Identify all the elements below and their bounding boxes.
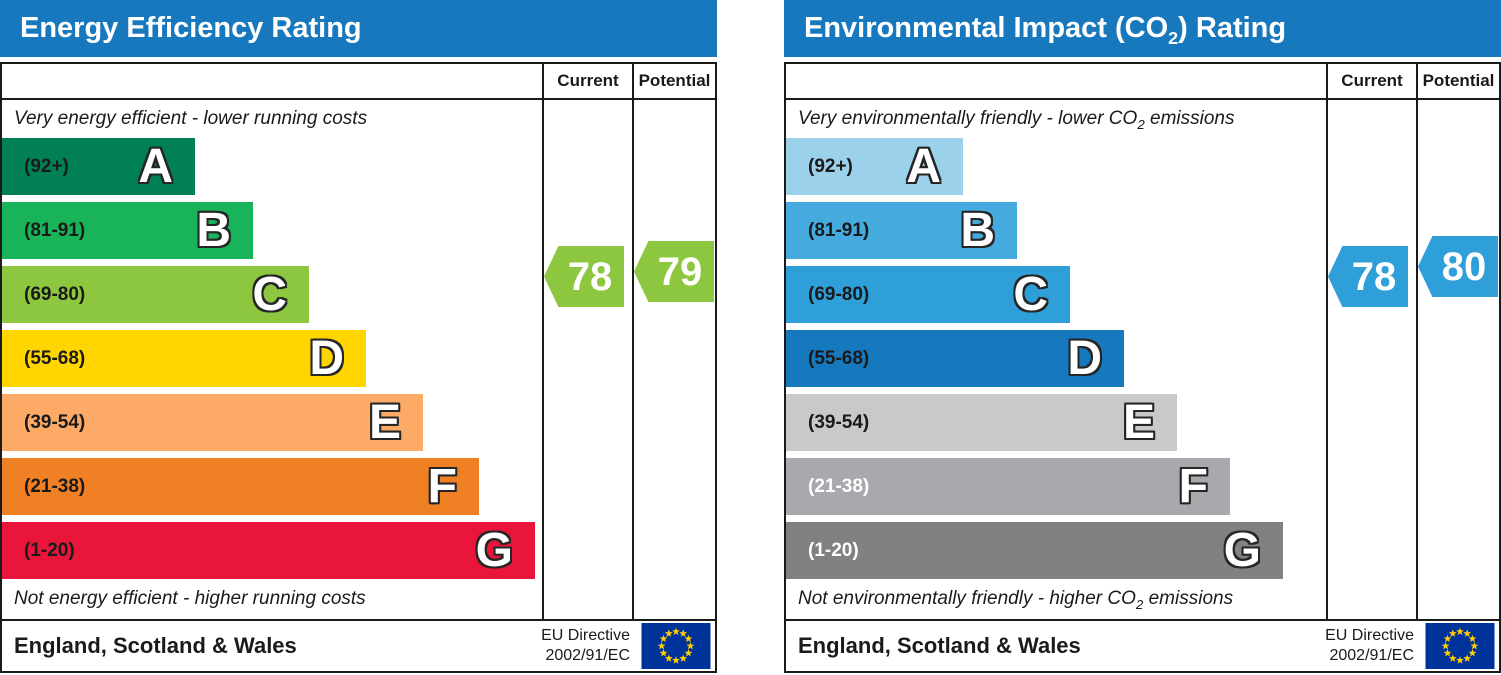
bottom-caption-text: Not environmentally friendly - higher CO — [798, 588, 1136, 609]
band-letter: G — [475, 523, 513, 577]
table-header-row: Current Potential — [2, 64, 715, 100]
rating-table: Current Potential Very energy efficient … — [0, 62, 717, 673]
eu-directive-line1: EU Directive — [1325, 627, 1414, 644]
eu-flag-icon — [1425, 623, 1495, 669]
footer-row: England, Scotland & Wales EU Directive 2… — [786, 619, 1499, 671]
band-b: (81-91) B — [786, 202, 1017, 259]
band-g: (1-20) G — [2, 522, 535, 579]
footer-row: England, Scotland & Wales EU Directive 2… — [2, 619, 715, 671]
chart-title-text-end: ) Rating — [1178, 12, 1287, 44]
eu-directive-line2: 2002/91/EC — [545, 647, 630, 664]
potential-rating-value: 79 — [657, 249, 703, 294]
band-range-label: (1-20) — [24, 539, 75, 561]
eu-directive-line1: EU Directive — [541, 627, 630, 644]
column-divider — [632, 64, 634, 619]
current-rating-value: 78 — [1351, 254, 1397, 299]
band-f: (21-38) F — [786, 458, 1230, 515]
current-column-header: Current — [1341, 71, 1403, 90]
band-letter: F — [1178, 459, 1208, 513]
energy-efficiency-rating-chart: Energy Efficiency Rating Current Potenti… — [0, 0, 717, 675]
region-label: England, Scotland & Wales — [798, 633, 1081, 658]
eu-flag-icon — [641, 623, 711, 669]
bottom-caption-text-end: emissions — [1143, 588, 1234, 609]
eu-directive-text: EU Directive 2002/91/EC — [541, 626, 630, 666]
band-g: (1-20) G — [786, 522, 1283, 579]
environmental-impact-co2-rating-chart: Environmental Impact (CO2) Rating Curren… — [784, 0, 1501, 675]
band-range-label: (1-20) — [808, 539, 859, 561]
band-range-label: (81-91) — [808, 219, 870, 241]
band-range-label: (55-68) — [24, 347, 86, 369]
eu-directive-line2: 2002/91/EC — [1329, 647, 1414, 664]
column-divider — [1416, 64, 1418, 619]
band-a: (92+) A — [2, 138, 195, 195]
band-letter: E — [1122, 395, 1155, 449]
band-b: (81-91) B — [2, 202, 253, 259]
column-divider — [542, 64, 544, 619]
current-rating-arrow: 78 — [544, 246, 624, 307]
bottom-caption: Not environmentally friendly - higher CO… — [798, 588, 1234, 612]
band-range-label: (21-38) — [24, 475, 86, 497]
chart-title-text: Energy Efficiency Rating — [20, 12, 362, 44]
band-a: (92+) A — [786, 138, 963, 195]
band-range-label: (69-80) — [24, 283, 86, 305]
band-range-label: (39-54) — [808, 411, 870, 433]
band-c: (69-80) C — [786, 266, 1070, 323]
current-column-header: Current — [557, 71, 619, 90]
top-caption: Very energy efficient - lower running co… — [14, 108, 367, 130]
band-range-label: (55-68) — [808, 347, 870, 369]
band-range-label: (92+) — [24, 155, 69, 177]
current-rating-value: 78 — [567, 254, 613, 299]
band-range-label: (69-80) — [808, 283, 870, 305]
band-c: (69-80) C — [2, 266, 309, 323]
bottom-caption: Not energy efficient - higher running co… — [14, 588, 366, 610]
band-letter: D — [309, 331, 344, 385]
band-letter: C — [252, 267, 287, 321]
band-letter: G — [1223, 523, 1261, 577]
band-range-label: (81-91) — [24, 219, 86, 241]
table-header-row: Current Potential — [786, 64, 1499, 100]
potential-column-header: Potential — [638, 71, 711, 90]
chart-title-subscript: 2 — [1168, 27, 1179, 48]
bottom-caption-text: Not energy efficient - higher running co… — [14, 588, 366, 609]
column-divider — [1326, 64, 1328, 619]
band-letter: E — [368, 395, 401, 449]
band-f: (21-38) F — [2, 458, 479, 515]
band-d: (55-68) D — [786, 330, 1124, 387]
top-caption-text: Very energy efficient - lower running co… — [14, 108, 368, 129]
chart-title-text: Environmental Impact (CO — [804, 12, 1169, 44]
band-letter: B — [960, 203, 995, 257]
bottom-caption-subscript: 2 — [1135, 596, 1144, 612]
region-label: England, Scotland & Wales — [14, 633, 297, 658]
band-letter: F — [427, 459, 457, 513]
potential-column-header: Potential — [1422, 71, 1495, 90]
potential-rating-value: 80 — [1441, 244, 1487, 289]
band-range-label: (21-38) — [808, 475, 870, 497]
top-caption: Very environmentally friendly - lower CO… — [798, 108, 1235, 132]
band-e: (39-54) E — [2, 394, 423, 451]
band-letter: C — [1013, 267, 1048, 321]
potential-rating-arrow: 79 — [634, 241, 714, 302]
potential-rating-arrow: 80 — [1418, 236, 1498, 297]
band-range-label: (92+) — [808, 155, 853, 177]
eu-directive-text: EU Directive 2002/91/EC — [1325, 626, 1414, 666]
chart-title: Energy Efficiency Rating — [0, 0, 717, 57]
band-e: (39-54) E — [786, 394, 1177, 451]
top-caption-text-end: emissions — [1144, 108, 1235, 129]
band-d: (55-68) D — [2, 330, 366, 387]
current-rating-arrow: 78 — [1328, 246, 1408, 307]
band-letter: A — [906, 139, 941, 193]
band-range-label: (39-54) — [24, 411, 86, 433]
rating-table: Current Potential Very environmentally f… — [784, 62, 1501, 673]
band-letter: B — [196, 203, 231, 257]
top-caption-subscript: 2 — [1137, 116, 1145, 132]
band-letter: D — [1067, 331, 1102, 385]
chart-title: Environmental Impact (CO2) Rating — [784, 0, 1501, 57]
top-caption-text: Very environmentally friendly - lower CO — [798, 108, 1138, 129]
band-letter: A — [138, 139, 173, 193]
